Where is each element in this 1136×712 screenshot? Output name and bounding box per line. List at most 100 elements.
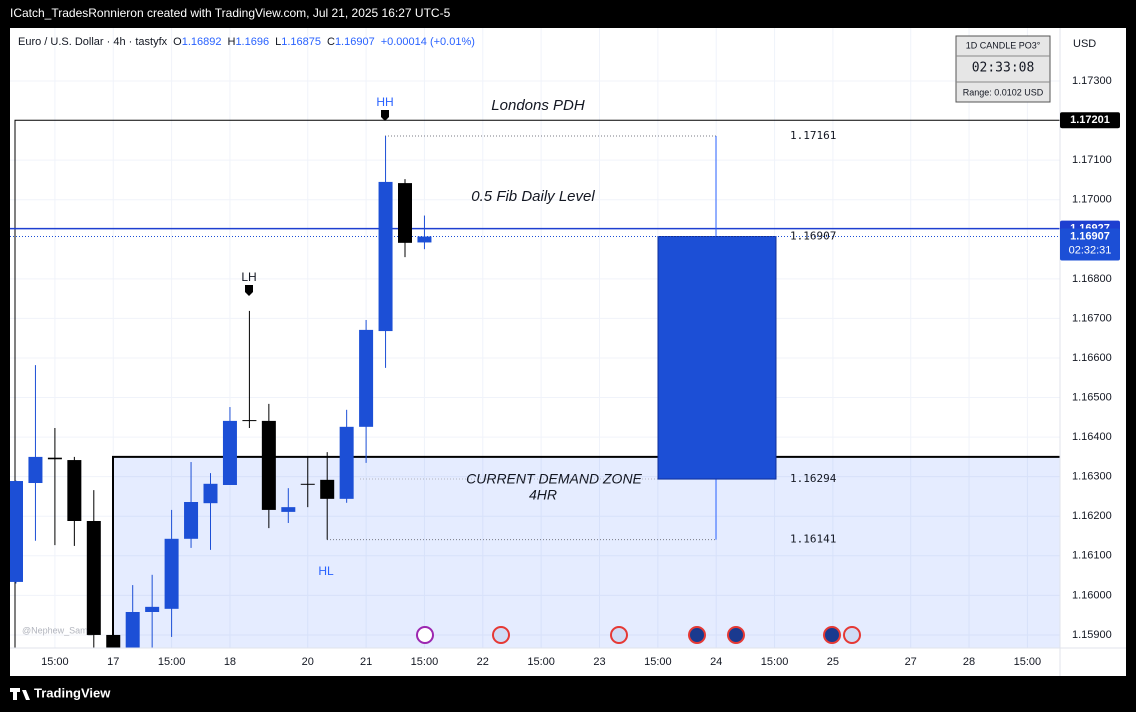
x-tick-label: 15:00 bbox=[158, 656, 186, 668]
candle-body bbox=[320, 479, 335, 499]
lh-marker bbox=[245, 285, 253, 296]
zone-sublabel: 4HR bbox=[529, 487, 557, 503]
x-tick-label: 28 bbox=[963, 656, 975, 668]
zone-label: CURRENT DEMAND ZONE bbox=[466, 471, 642, 487]
last-price-countdown: 02:32:31 bbox=[1069, 244, 1112, 256]
legend-item: 1.16907 bbox=[335, 36, 375, 48]
candle-body bbox=[300, 483, 315, 485]
candle-body bbox=[28, 456, 43, 484]
event-icon[interactable] bbox=[823, 626, 841, 644]
widget-title: 1D CANDLE PO3° bbox=[966, 40, 1041, 50]
x-tick-label: 22 bbox=[477, 656, 489, 668]
y-tick-label: 1.16100 bbox=[1072, 550, 1112, 562]
event-icons bbox=[416, 626, 861, 644]
x-tick-label: 23 bbox=[593, 656, 605, 668]
candle-body bbox=[67, 460, 82, 521]
measure-label: 1.16141 bbox=[790, 533, 836, 546]
pdh-line bbox=[14, 119, 1060, 648]
y-tick-label: 1.15900 bbox=[1072, 629, 1112, 641]
last-price: 1.16907 bbox=[1070, 230, 1110, 242]
measure-label: 1.17161 bbox=[790, 129, 836, 142]
candle-body bbox=[378, 181, 393, 332]
legend-item: 1.1696 bbox=[235, 36, 269, 48]
candle-body bbox=[222, 420, 237, 485]
y-tick-label: 1.16800 bbox=[1072, 273, 1112, 285]
measure-label: 1.16907 bbox=[790, 230, 836, 243]
x-tick-label: 25 bbox=[827, 656, 839, 668]
lh-label: LH bbox=[241, 270, 256, 284]
legend-item: C bbox=[327, 36, 335, 48]
x-tick-label: 15:00 bbox=[1014, 656, 1042, 668]
candle-body bbox=[106, 634, 121, 648]
legend-item: Euro / U.S. Dollar · 4h · tastyfx bbox=[18, 36, 168, 48]
y-tick-label: 1.16500 bbox=[1072, 391, 1112, 403]
candle-body bbox=[398, 183, 412, 243]
x-tick-label: 27 bbox=[905, 656, 917, 668]
candle-body bbox=[184, 502, 199, 539]
widget-timer: 02:33:08 bbox=[972, 61, 1035, 76]
x-tick-label: 15:00 bbox=[644, 656, 672, 668]
x-tick-label: 20 bbox=[302, 656, 314, 668]
last-price-box bbox=[1060, 228, 1120, 261]
event-icon[interactable] bbox=[688, 626, 706, 644]
event-icon[interactable] bbox=[416, 626, 434, 644]
legend-item: +0.00014 (+0.01%) bbox=[381, 36, 475, 48]
hh-label: HH bbox=[376, 95, 393, 109]
candle-body bbox=[125, 611, 140, 648]
legend-item: H bbox=[227, 36, 235, 48]
candle-body bbox=[203, 483, 218, 504]
legend-item: 1.16892 bbox=[182, 36, 222, 48]
x-tick-label: 15:00 bbox=[41, 656, 69, 668]
fib-label: 0.5 Fib Daily Level bbox=[471, 188, 595, 205]
x-tick-label: 15:00 bbox=[761, 656, 789, 668]
event-icon[interactable] bbox=[610, 626, 628, 644]
header-title: ICatch_TradesRonnieron created with Trad… bbox=[10, 6, 451, 20]
watermark: @Nephew_Sam_ bbox=[22, 625, 94, 635]
widget-box bbox=[955, 35, 1051, 103]
candle-body bbox=[145, 606, 160, 612]
legend-item: L bbox=[275, 36, 281, 48]
measure-box bbox=[657, 236, 777, 480]
hl-label: HL bbox=[318, 564, 334, 578]
x-tick-label: 18 bbox=[224, 656, 236, 668]
y-tick-label: 1.16400 bbox=[1072, 431, 1112, 443]
brand-logo bbox=[10, 688, 30, 700]
legend-item: O bbox=[173, 36, 182, 48]
y-tick-label: 1.16300 bbox=[1072, 471, 1112, 483]
candle-body bbox=[86, 520, 101, 635]
y-tick-label: 1.17000 bbox=[1072, 194, 1112, 206]
pdh-price-box bbox=[1060, 112, 1120, 129]
widget-range: Range: 0.0102 USD bbox=[963, 87, 1044, 97]
symbol-legend: Euro / U.S. Dollar · 4h · tastyfx O1.1689… bbox=[18, 36, 475, 48]
candle-body bbox=[164, 538, 179, 609]
pdh-price: 1.17201 bbox=[1070, 114, 1110, 126]
x-tick-label: 24 bbox=[710, 656, 722, 668]
brand: TradingView bbox=[34, 685, 111, 700]
x-tick-label: 17 bbox=[107, 656, 119, 668]
currency-button[interactable] bbox=[1064, 32, 1104, 56]
candle-body bbox=[10, 481, 23, 582]
x-tick-label: 15:00 bbox=[527, 656, 555, 668]
currency[interactable]: USD bbox=[1073, 38, 1096, 50]
event-icon[interactable] bbox=[843, 626, 861, 644]
candle-body bbox=[281, 507, 296, 512]
plot-area bbox=[10, 28, 1060, 648]
y-tick-label: 1.16700 bbox=[1072, 312, 1112, 324]
event-icon[interactable] bbox=[492, 626, 510, 644]
candle-body bbox=[242, 420, 257, 422]
y-tick-label: 1.17100 bbox=[1072, 154, 1112, 166]
x-tick-label: 21 bbox=[360, 656, 372, 668]
y-tick-label: 1.16200 bbox=[1072, 510, 1112, 522]
event-icon[interactable] bbox=[727, 626, 745, 644]
measure-label: 1.16294 bbox=[790, 472, 837, 485]
candle-body bbox=[339, 426, 354, 499]
candle-body bbox=[47, 457, 62, 460]
pdh-label: Londons PDH bbox=[491, 97, 585, 114]
y-tick-label: 1.16600 bbox=[1072, 352, 1112, 364]
x-tick-label: 15:00 bbox=[411, 656, 439, 668]
y-tick-label: 1.16000 bbox=[1072, 589, 1112, 601]
hh-marker bbox=[381, 110, 389, 121]
candle-body bbox=[261, 420, 276, 510]
